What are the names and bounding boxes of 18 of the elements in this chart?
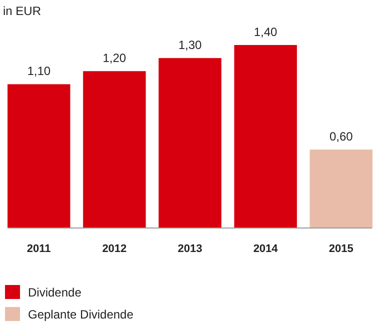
y-axis-title: in EUR [3, 4, 42, 18]
x-tick-label: 2013 [178, 243, 202, 255]
bar [158, 58, 222, 228]
data-label: 1,30 [178, 38, 202, 52]
bar [8, 84, 70, 228]
data-label: 1,20 [102, 51, 126, 66]
data-label: 1,40 [254, 25, 278, 39]
x-tick-label: 2015 [328, 243, 354, 255]
bar [310, 150, 372, 228]
bar [234, 45, 297, 228]
bar [83, 71, 146, 228]
x-tick-label: 2012 [102, 243, 127, 255]
legend-label: Dividende [28, 286, 82, 300]
legend-label: Geplante Dividende [28, 308, 134, 322]
x-tick-label: 2011 [26, 243, 51, 255]
data-label: 0,60 [329, 130, 354, 144]
x-tick-label: 2014 [253, 243, 279, 255]
data-label: 1,10 [27, 64, 51, 78]
